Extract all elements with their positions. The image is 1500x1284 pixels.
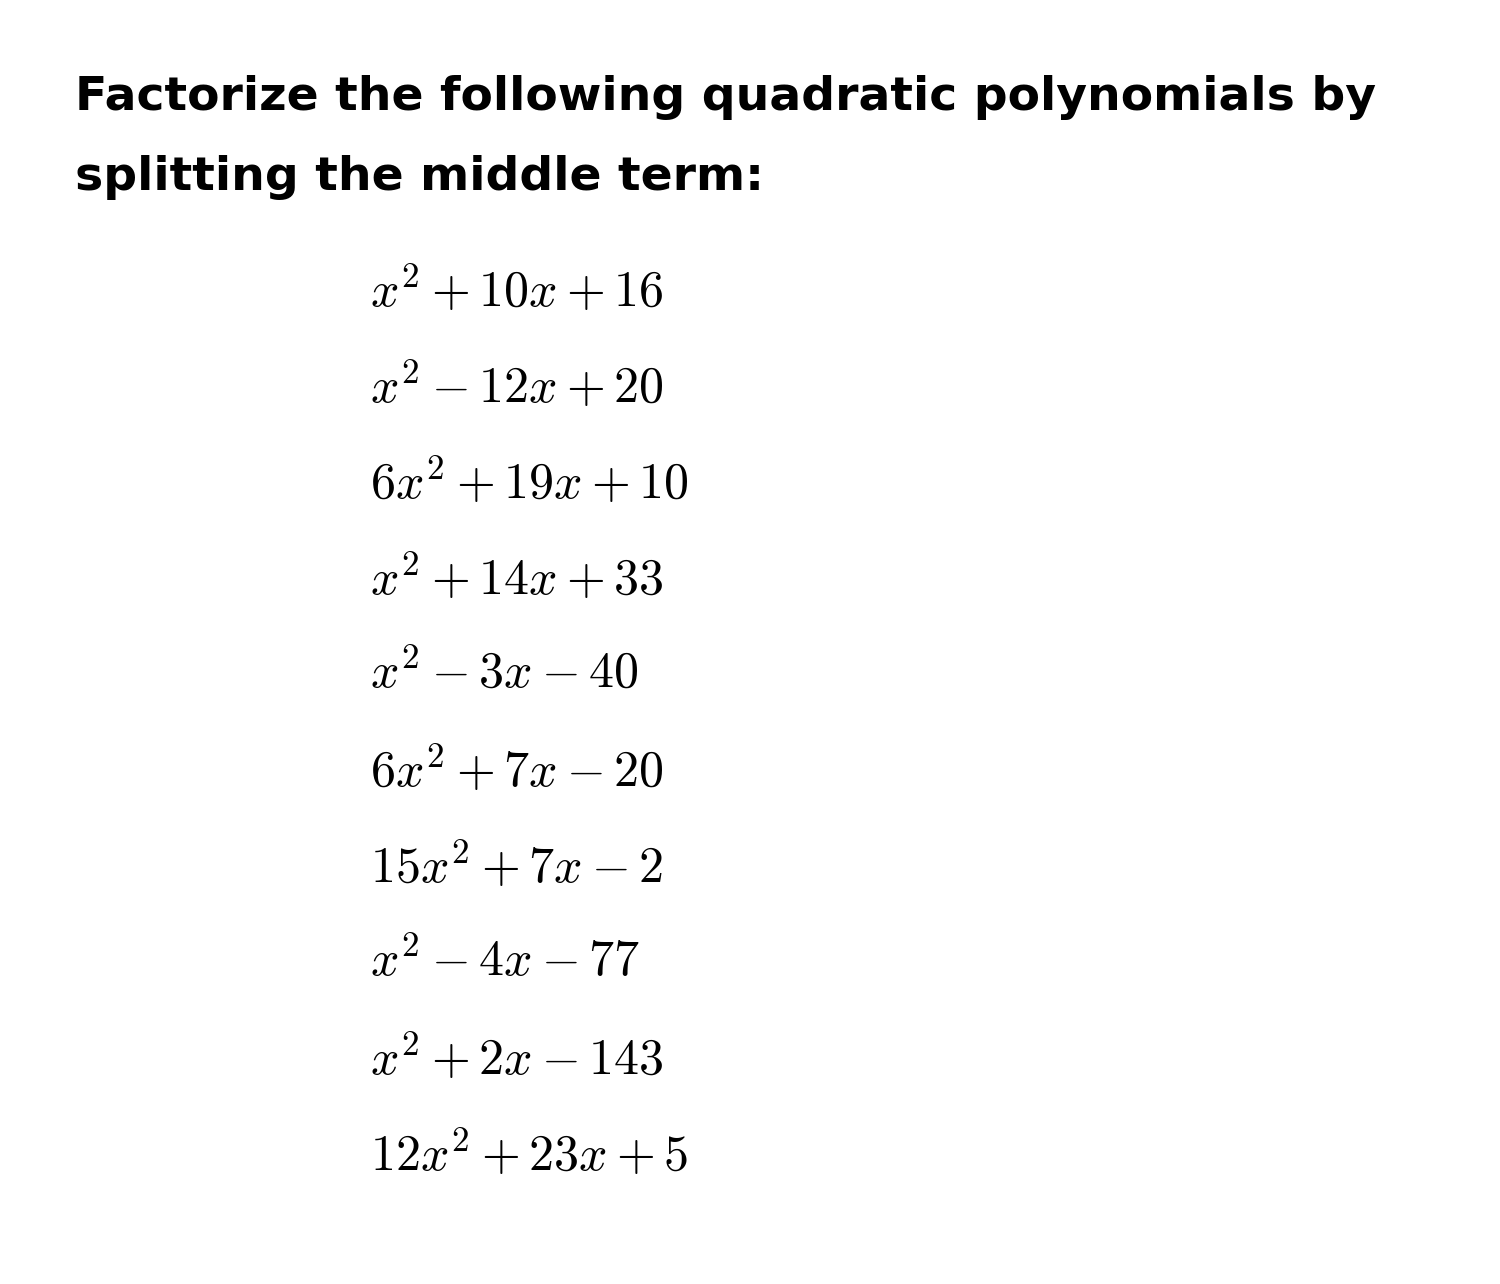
Text: $x^2 + 14x + 33$: $x^2 + 14x + 33$ [370, 553, 663, 605]
Text: $x^2 + 2x - 143$: $x^2 + 2x - 143$ [370, 1034, 663, 1085]
Text: splitting the middle term:: splitting the middle term: [75, 155, 764, 200]
Text: $6x^2 + 19x + 10$: $6x^2 + 19x + 10$ [370, 457, 688, 508]
Text: Factorize the following quadratic polynomials by: Factorize the following quadratic polyno… [75, 74, 1376, 119]
Text: $6x^2 + 7x - 20$: $6x^2 + 7x - 20$ [370, 745, 663, 796]
Text: $12x^2 + 23x + 5$: $12x^2 + 23x + 5$ [370, 1129, 688, 1180]
Text: $x^2 - 12x + 20$: $x^2 - 12x + 20$ [370, 361, 663, 412]
Text: $x^2 - 4x - 77$: $x^2 - 4x - 77$ [370, 937, 640, 986]
Text: $x^2 - 3x - 40$: $x^2 - 3x - 40$ [370, 648, 639, 697]
Text: $15x^2 + 7x - 2$: $15x^2 + 7x - 2$ [370, 841, 663, 892]
Text: $x^2 + 10x + 16$: $x^2 + 10x + 16$ [370, 265, 663, 317]
